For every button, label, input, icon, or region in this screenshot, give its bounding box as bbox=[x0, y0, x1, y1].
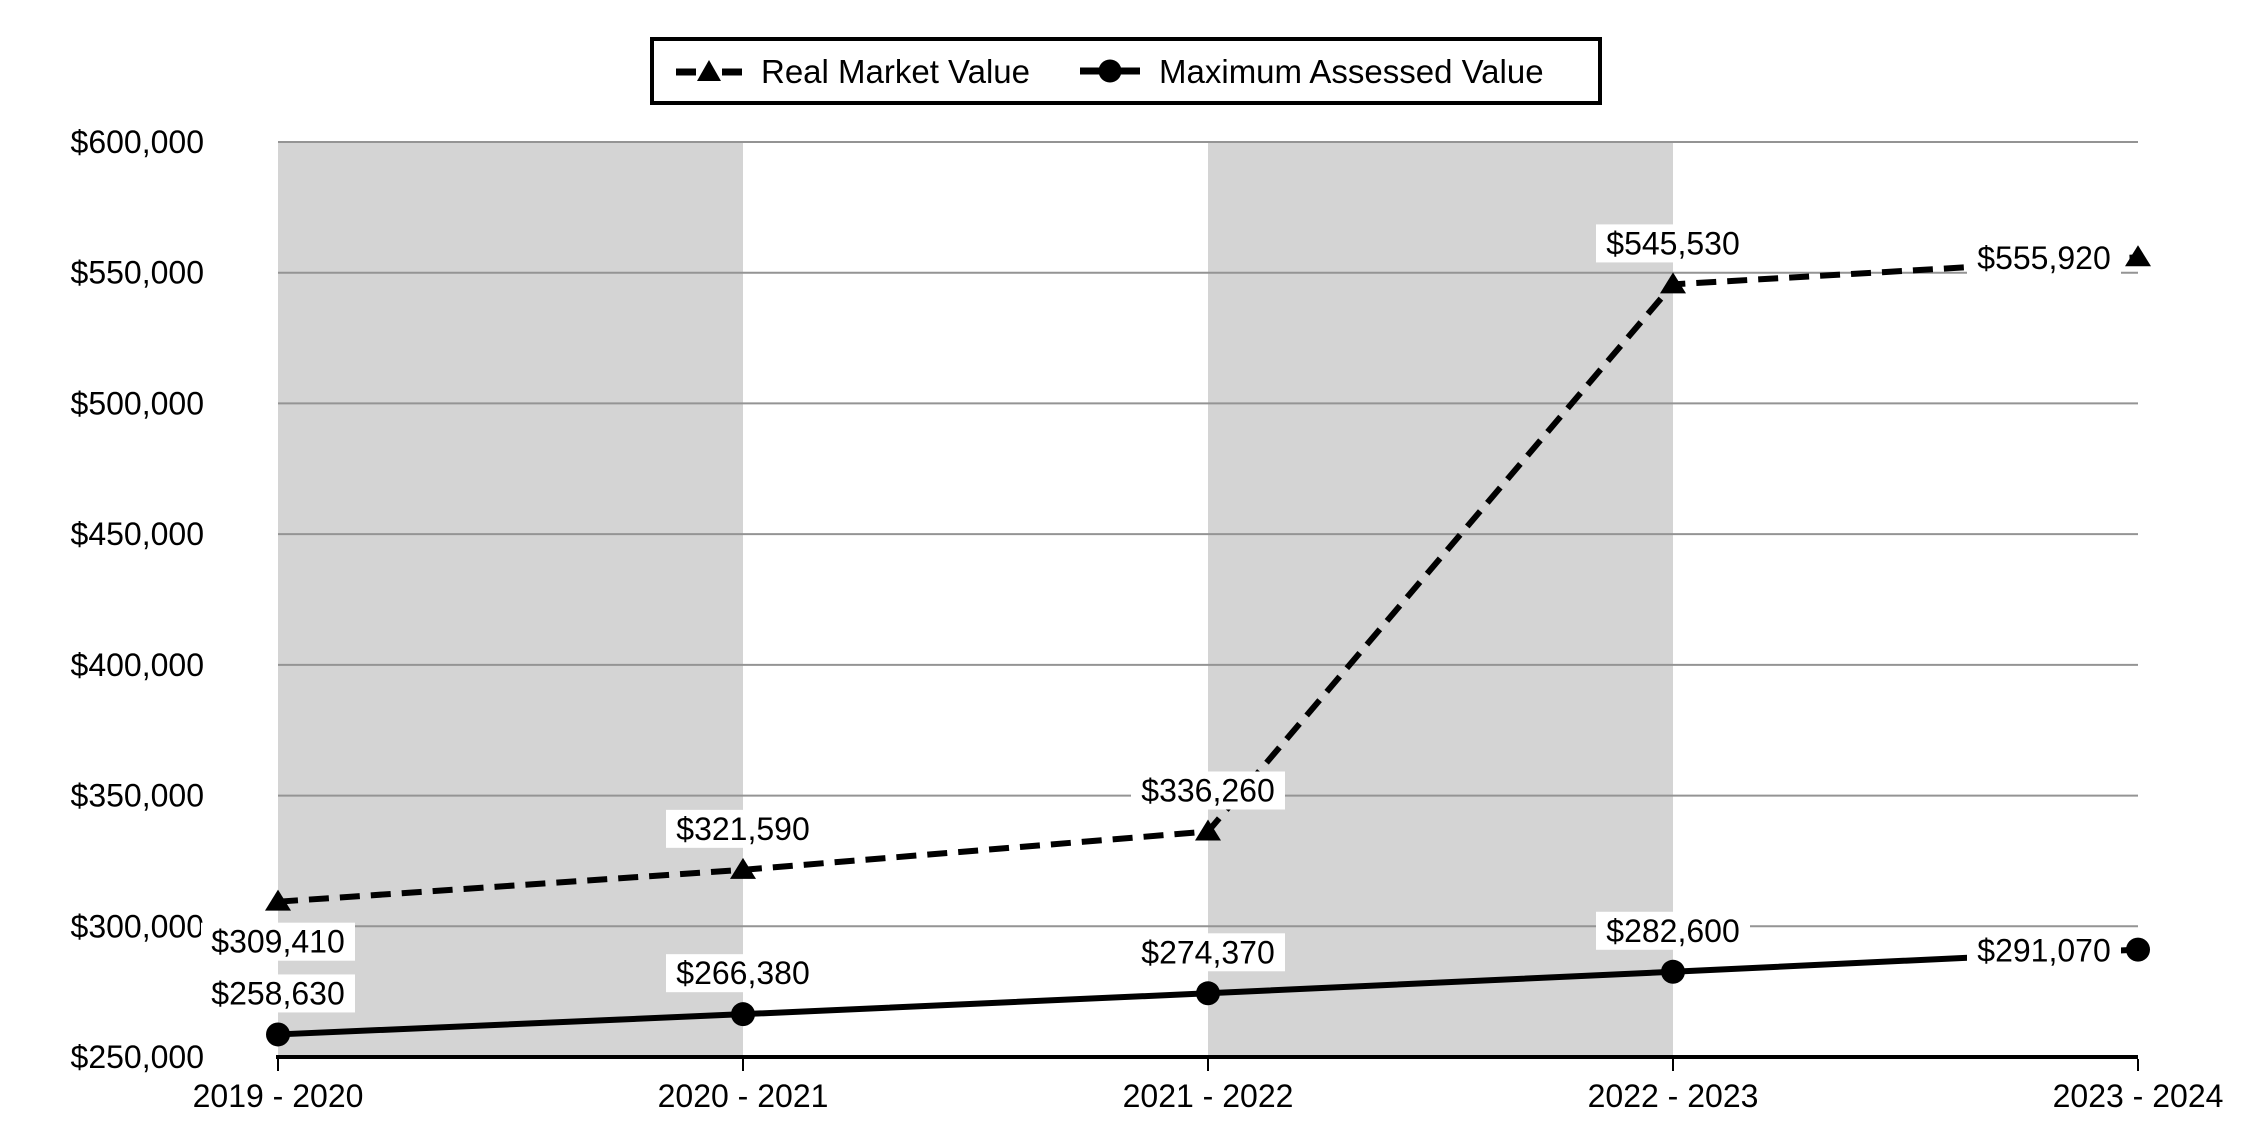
data-label-bg bbox=[1131, 771, 1285, 810]
data-label: $309,410 bbox=[211, 924, 344, 960]
marker-circle bbox=[731, 1002, 755, 1027]
x-tick-label: 2022 - 2023 bbox=[1588, 1078, 1759, 1114]
legend-item-real-market-value: Real Market Value bbox=[676, 55, 1030, 88]
x-tick-label: 2021 - 2022 bbox=[1123, 1078, 1294, 1114]
legend-label-real-market-value: Real Market Value bbox=[761, 52, 1031, 90]
legend-item-maximum-assessed-value: Maximum Assessed Value bbox=[1080, 55, 1544, 88]
shaded-band bbox=[278, 143, 743, 1056]
data-label-bg bbox=[1131, 933, 1285, 972]
marker-triangle bbox=[2125, 245, 2151, 267]
marker-circle bbox=[1661, 959, 1685, 984]
y-tick-label: $350,000 bbox=[71, 778, 204, 814]
data-label-bg bbox=[1596, 911, 1750, 950]
marker-triangle bbox=[1660, 272, 1686, 294]
data-label-bg bbox=[1596, 224, 1750, 263]
x-tick-label: 2020 - 2021 bbox=[658, 1078, 829, 1114]
y-tick-label: $450,000 bbox=[71, 516, 204, 552]
data-label-bg bbox=[1967, 239, 2121, 278]
y-tick-label: $600,000 bbox=[71, 124, 204, 160]
data-label: $321,590 bbox=[676, 811, 809, 847]
marker-triangle bbox=[1195, 819, 1221, 841]
marker-circle bbox=[2126, 937, 2150, 962]
y-tick-label: $400,000 bbox=[71, 647, 204, 683]
data-label-bg bbox=[201, 974, 355, 1013]
data-label-bg bbox=[1967, 931, 2121, 970]
data-label: $336,260 bbox=[1141, 772, 1274, 808]
data-label: $545,530 bbox=[1606, 225, 1739, 261]
x-tick-label: 2019 - 2020 bbox=[193, 1078, 364, 1114]
data-label: $282,600 bbox=[1606, 913, 1739, 949]
marker-triangle bbox=[265, 889, 291, 911]
marker-triangle bbox=[730, 857, 756, 879]
data-label: $555,920 bbox=[1977, 240, 2110, 276]
marker-circle bbox=[1196, 981, 1220, 1006]
data-label: $274,370 bbox=[1141, 934, 1274, 970]
shaded-band bbox=[1208, 143, 1673, 1056]
dashed-line-triangle-icon bbox=[676, 60, 742, 81]
data-label-bg bbox=[201, 922, 355, 961]
solid-line-circle-icon bbox=[1080, 59, 1141, 83]
y-tick-label: $300,000 bbox=[71, 908, 204, 944]
legend-label-maximum-assessed-value: Maximum Assessed Value bbox=[1159, 52, 1544, 90]
chart-legend: Real Market Value Maximum Assessed Value bbox=[650, 37, 1602, 105]
x-tick-label: 2023 - 2024 bbox=[2053, 1078, 2224, 1114]
data-label: $291,070 bbox=[1977, 933, 2110, 969]
data-label: $266,380 bbox=[676, 955, 809, 991]
y-tick-label: $550,000 bbox=[71, 255, 204, 291]
y-tick-label: $500,000 bbox=[71, 385, 204, 421]
marker-circle bbox=[266, 1022, 290, 1047]
data-label-bg bbox=[666, 954, 820, 993]
data-label-bg bbox=[666, 809, 820, 848]
data-label: $258,630 bbox=[211, 975, 344, 1011]
y-tick-label: $250,000 bbox=[71, 1039, 204, 1075]
